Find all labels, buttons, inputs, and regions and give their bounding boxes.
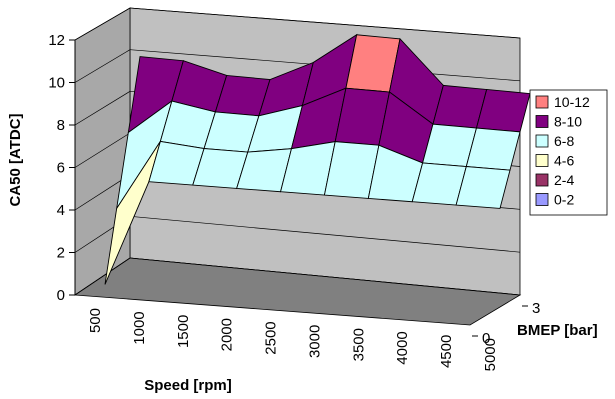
x-tick-label: 1500 (175, 315, 192, 348)
legend-swatch-8-10 (535, 115, 549, 128)
chart-axes: 0 2 4 6 8 10 12 500 1000 1500 2000 2500 3000 3500 4000… (48, 32, 540, 371)
legend-label-4-6: 4-6 (554, 153, 574, 169)
legend: 10-12 8-10 6-8 4-6 2-4 0-2 (529, 89, 608, 216)
x-tick-label: 3000 (306, 325, 323, 358)
y-tick-label: 0 (482, 330, 490, 347)
gridline-left (74, 7, 131, 41)
legend-label-6-8: 6-8 (554, 133, 574, 149)
surface-plot (104, 33, 531, 285)
z-tick-label: 4 (57, 202, 65, 219)
legend-label-2-4: 2-4 (554, 172, 574, 188)
legend-swatch-4-6 (535, 154, 549, 167)
y-axis-title: BMEP [bar] (517, 322, 598, 339)
z-tick-label: 12 (48, 32, 65, 49)
x-tick-label: 2500 (263, 321, 280, 354)
z-axis-title: CA50 [ATDC] (7, 113, 24, 206)
x-tick-label: 5000 (482, 338, 499, 371)
x-tick-label: 4500 (438, 335, 455, 368)
z-tick-label: 10 (48, 75, 65, 92)
gridline-left (74, 91, 131, 126)
legend-label-8-10: 8-10 (554, 114, 582, 130)
gridline-left (74, 257, 131, 296)
x-tick-label: 1000 (131, 311, 148, 344)
gridline-back (129, 215, 521, 253)
left-wall (74, 7, 131, 296)
z-tick-label: 2 (57, 245, 65, 262)
z-tick-label: 0 (57, 287, 65, 304)
surface-cell (455, 166, 511, 209)
surface-cell (465, 127, 521, 171)
gridline-left (74, 132, 131, 168)
x-tick-label: 3500 (350, 328, 367, 361)
z-tick-label: 6 (57, 160, 65, 177)
z-tick-label: 8 (57, 117, 65, 134)
x-tick-label: 4000 (394, 331, 411, 364)
legend-swatch-10-12 (535, 95, 549, 109)
legend-swatch-2-4 (535, 173, 549, 187)
gridline-back (129, 257, 521, 296)
gridline-back (129, 7, 521, 39)
x-axis-title: Speed [rpm] (144, 377, 232, 394)
x-tick-label: 500 (87, 308, 104, 333)
legend-swatch-6-8 (535, 134, 549, 148)
legend-label-0-2: 0-2 (554, 192, 574, 208)
gridline-left (74, 49, 131, 83)
legend-swatch-0-2 (535, 193, 549, 206)
y-tick-label: 3 (532, 300, 540, 317)
x-tick-label: 2000 (219, 318, 236, 351)
legend-label-10-12: 10-12 (554, 94, 590, 110)
